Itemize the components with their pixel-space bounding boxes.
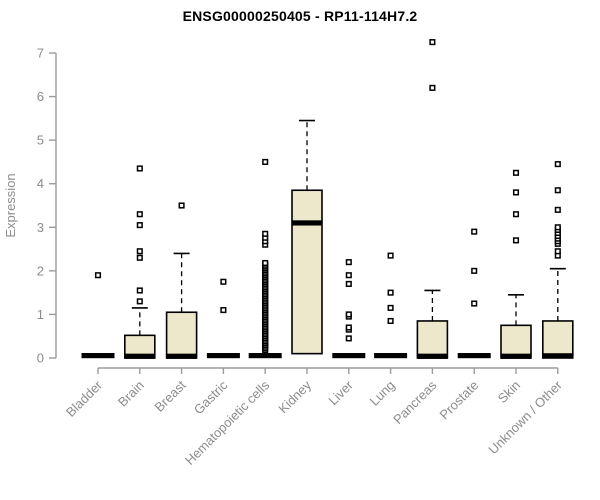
outlier-point [345, 335, 352, 342]
collapsed-box-bar [457, 353, 491, 359]
y-tick-label: 6 [37, 89, 44, 104]
x-tick-label-liver: Liver [325, 377, 356, 408]
x-tick-label-gastric: Gastric [191, 377, 231, 417]
outlier-point [220, 278, 227, 285]
boxplot-lung [374, 252, 408, 359]
outlier-point [136, 298, 143, 305]
outlier-point [262, 230, 269, 237]
x-tick-label-prostate: Prostate [436, 378, 481, 423]
boxplot-pancreas [416, 39, 449, 359]
outlier-point [136, 248, 143, 255]
collapsed-box-bar [206, 353, 240, 359]
median-bar [542, 353, 573, 359]
y-tick-label: 2 [37, 263, 44, 278]
outlier-point [512, 189, 520, 196]
x-tick-label-bladder: Bladder [63, 377, 106, 420]
chart-title: ENSG00000250405 - RP11-114H7.2 [182, 8, 418, 24]
y-tick-label: 1 [37, 307, 44, 322]
outlier-point [220, 307, 227, 314]
median-bar [501, 353, 531, 359]
boxplot-unknown-other [541, 161, 574, 359]
collapsed-box-bar [81, 353, 115, 359]
boxplot-hematopoietic-cells [248, 158, 282, 359]
outlier-point [345, 272, 352, 279]
outlier-point [471, 267, 478, 274]
x-tick-label-pancreas: Pancreas [390, 377, 440, 427]
outlier-point [554, 206, 561, 213]
iqr-box [416, 320, 449, 359]
median-bar [124, 353, 155, 359]
x-tick-label-skin: Skin [495, 378, 523, 406]
outlier-point [262, 158, 269, 165]
boxplot-kidney [291, 119, 323, 355]
x-tick-label-unknown-other: Unknown / Other [485, 377, 565, 457]
y-tick-label: 7 [37, 46, 44, 61]
y-tick-label: 5 [37, 133, 44, 148]
y-tick-label: 3 [37, 220, 44, 235]
boxplot-prostate [457, 228, 491, 359]
boxplot-skin [500, 169, 532, 359]
outlier-point [94, 272, 102, 279]
outlier-point [471, 228, 478, 235]
outlier-point [554, 161, 561, 168]
x-tick-label-kidney: Kidney [275, 377, 314, 416]
outlier-point [345, 311, 352, 318]
boxplot-gastric [206, 278, 240, 359]
outlier-point [262, 259, 269, 267]
iqr-box [291, 189, 323, 355]
outlier-point [512, 169, 520, 176]
median-bar [417, 353, 448, 359]
outlier-point [345, 324, 352, 331]
outlier-point [387, 317, 394, 325]
x-tick-label-lung: Lung [367, 378, 398, 409]
outlier-point [136, 211, 143, 218]
iqr-box [500, 324, 532, 359]
outlier-point [136, 287, 143, 294]
outlier-point [429, 84, 436, 91]
x-tick-label-brain: Brain [115, 378, 147, 410]
outlier-point [387, 289, 394, 296]
iqr-box [165, 311, 198, 359]
collapsed-box-bar [248, 353, 282, 359]
x-tick-label-breast: Breast [152, 377, 189, 414]
outlier-point [136, 222, 143, 229]
boxplot-breast [165, 202, 198, 359]
outlier-point [136, 165, 143, 172]
outlier-point [429, 39, 436, 46]
boxplot-liver [332, 259, 366, 359]
collapsed-box-bar [374, 353, 408, 359]
outlier-point [554, 224, 561, 231]
boxplot-bladder [81, 272, 115, 359]
outlier-point [387, 252, 394, 259]
y-tick-label: 4 [37, 176, 44, 191]
y-axis-title: Expression [3, 173, 18, 237]
outlier-point [345, 280, 352, 287]
outlier-point [136, 254, 143, 261]
median-bar [166, 353, 197, 359]
outlier-point [554, 187, 561, 194]
outlier-point [512, 237, 520, 244]
outlier-point [387, 304, 394, 311]
outlier-point [345, 259, 352, 266]
y-axis: 0 1 2 3 4 5 6 7 Expression [3, 46, 57, 366]
iqr-box [541, 320, 574, 359]
outlier-point [471, 300, 478, 307]
outlier-point [554, 248, 561, 255]
median-bar [292, 220, 322, 226]
outlier-point [512, 211, 520, 218]
collapsed-box-bar [332, 353, 366, 359]
outlier-point [178, 202, 185, 209]
y-tick-label: 0 [37, 351, 44, 366]
boxplot-brain [124, 165, 156, 359]
